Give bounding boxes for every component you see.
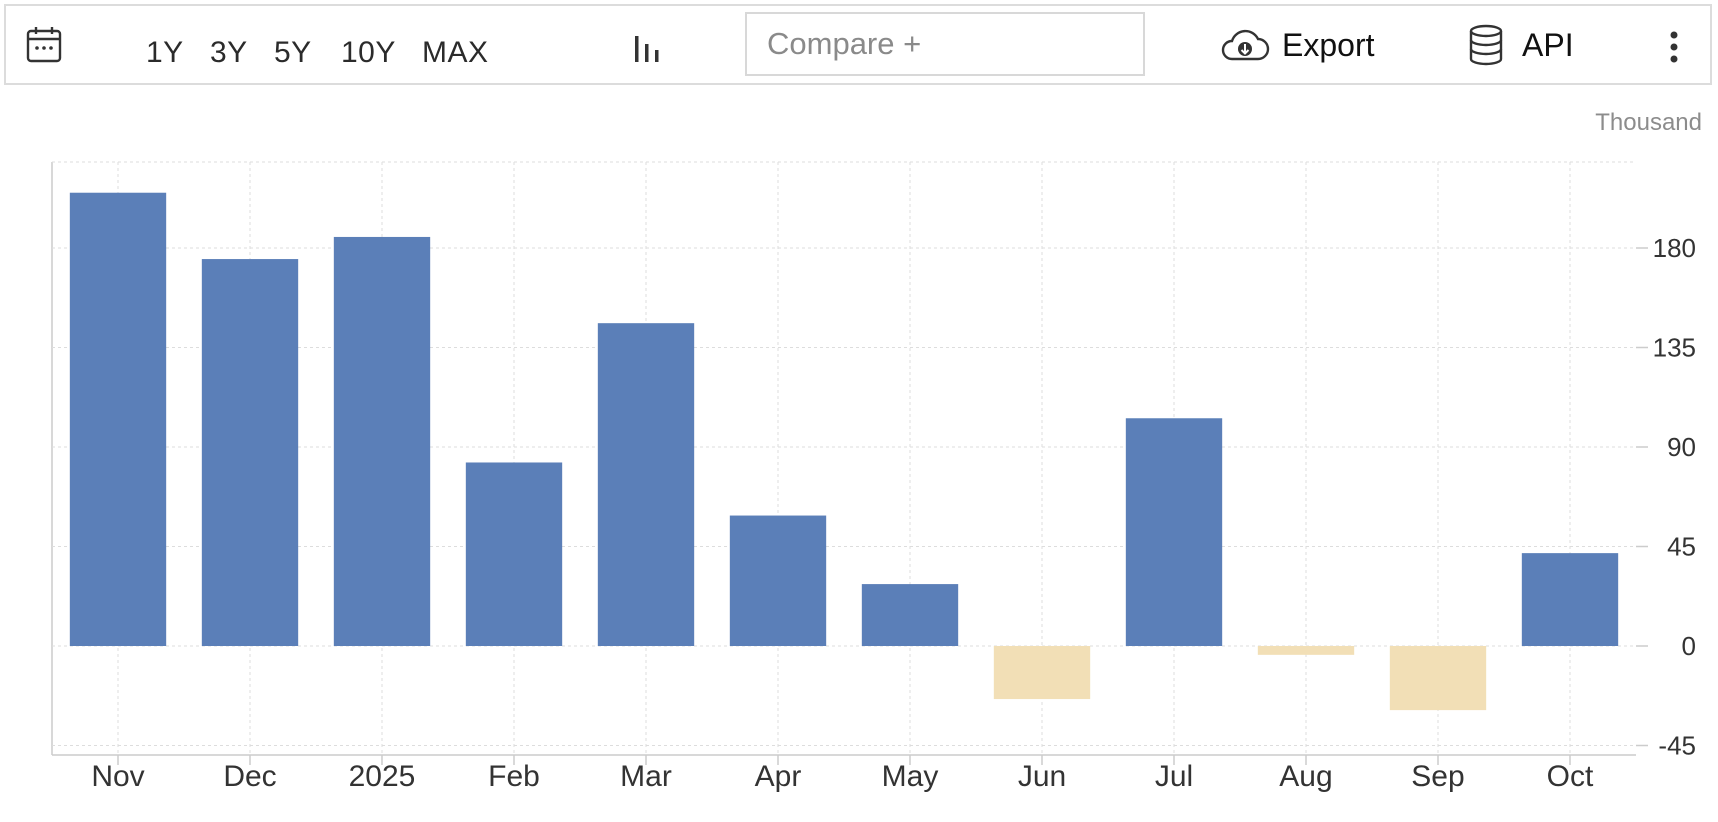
compare-input[interactable] <box>745 12 1145 76</box>
export-button[interactable]: Export <box>1220 24 1374 66</box>
x-tick-label: Jun <box>1018 760 1066 793</box>
bar-chart-icon[interactable] <box>632 32 662 62</box>
x-tick-label: Jul <box>1155 760 1193 793</box>
y-tick-label: 90 <box>1667 432 1696 462</box>
chart-toolbar: 1Y 3Y 5Y 10Y MAX Export <box>4 4 1712 85</box>
range-10y-button[interactable]: 10Y <box>341 36 396 69</box>
x-tick-label: Mar <box>620 760 672 793</box>
x-tick-label: Oct <box>1547 760 1594 793</box>
x-tick-label: Aug <box>1279 760 1332 793</box>
calendar-icon[interactable] <box>26 26 62 64</box>
range-max-button[interactable]: MAX <box>422 36 489 69</box>
bar-mar <box>597 323 695 646</box>
bar-jun <box>993 646 1091 700</box>
range-5y-button[interactable]: 5Y <box>274 36 312 69</box>
bar-nov <box>69 192 167 646</box>
x-tick-label: Nov <box>91 760 144 793</box>
x-tick-label: 2025 <box>349 760 416 793</box>
kebab-menu-icon[interactable] <box>1668 30 1680 64</box>
bar-apr <box>729 515 827 646</box>
bar-dec <box>201 259 299 646</box>
y-tick-label: 45 <box>1667 532 1696 562</box>
api-label: API <box>1522 26 1574 63</box>
x-tick-label: Feb <box>488 760 540 793</box>
bar-oct <box>1521 553 1619 646</box>
bar-2025 <box>333 236 431 646</box>
export-label: Export <box>1282 26 1375 63</box>
x-tick-label: May <box>882 760 939 793</box>
range-3y-button[interactable]: 3Y <box>210 36 248 69</box>
bar-may <box>861 584 959 646</box>
chart-area: Thousand <box>4 87 1712 818</box>
range-1y-button[interactable]: 1Y <box>146 36 184 69</box>
bar-aug <box>1257 646 1355 655</box>
bar-jul <box>1125 418 1223 646</box>
x-tick-label: Sep <box>1411 760 1464 793</box>
y-tick-label: -45 <box>1658 731 1696 761</box>
bar-feb <box>465 462 563 646</box>
y-tick-label: 0 <box>1682 631 1696 661</box>
x-tick-label: Apr <box>755 760 802 793</box>
cloud-download-icon <box>1220 27 1270 63</box>
unit-label: Thousand <box>1595 109 1702 136</box>
y-tick-label: 180 <box>1653 233 1696 263</box>
y-tick-label: 135 <box>1653 333 1696 363</box>
api-button[interactable]: API <box>1468 24 1574 66</box>
x-tick-label: Dec <box>223 760 276 793</box>
database-icon <box>1468 24 1504 66</box>
bar-sep <box>1389 646 1487 711</box>
